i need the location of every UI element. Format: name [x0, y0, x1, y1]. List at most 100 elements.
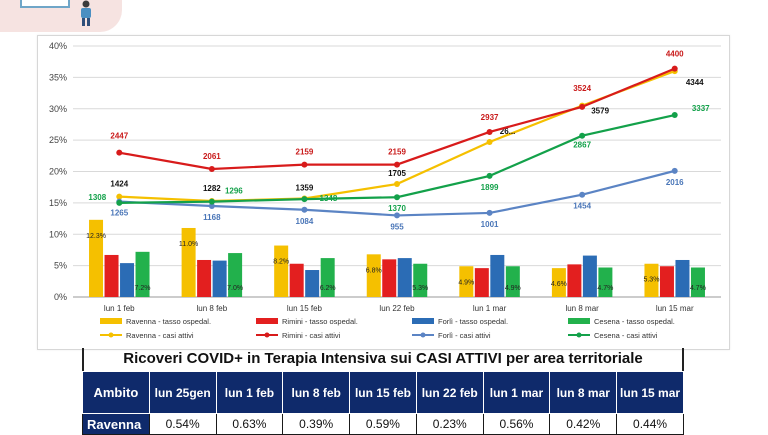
series-data-label: 2159	[388, 148, 406, 157]
bar	[320, 258, 335, 297]
series-data-label: 2937	[481, 113, 499, 122]
table-cell: 0.63%	[215, 413, 284, 435]
series-data-label: 3337	[692, 104, 710, 113]
series-point	[394, 194, 400, 201]
series-data-label: 1370	[388, 204, 406, 213]
series-data-label: 1282	[203, 184, 221, 193]
legend-swatch	[412, 318, 434, 324]
legend-swatch	[256, 318, 278, 324]
header-col: lun 15 mar	[616, 371, 684, 414]
y-tick-label: 15%	[49, 198, 67, 208]
x-tick-label: lun 22 feb	[379, 304, 415, 313]
legend-marker	[420, 332, 426, 338]
series-data-label: 1296	[225, 187, 243, 196]
series-data-label: 2159	[296, 148, 314, 157]
series-point	[116, 193, 123, 200]
bar	[598, 267, 613, 297]
bar	[305, 270, 320, 297]
series-point	[486, 209, 493, 216]
bar-data-label: 8.2%	[273, 259, 289, 266]
bar	[104, 254, 119, 297]
series-point	[579, 132, 586, 139]
bar	[490, 254, 505, 297]
series-point	[671, 167, 678, 174]
series-point	[486, 128, 493, 135]
bar-data-label: 6.2%	[320, 285, 336, 292]
series-data-label: 4400	[666, 50, 684, 59]
table-frame	[82, 348, 684, 378]
series-point	[116, 149, 123, 156]
legend-label: Cesena - tasso ospedal.	[594, 317, 675, 326]
bar	[474, 268, 489, 297]
bar	[135, 251, 150, 297]
header-col: lun 1 feb	[215, 371, 284, 414]
series-data-label: 1348	[320, 194, 338, 203]
series-data-label: 1001	[481, 220, 499, 229]
x-tick-label: lun 1 mar	[473, 304, 507, 313]
series-data-label: 26...	[500, 127, 516, 136]
bar	[197, 259, 212, 297]
hospitalization-chart: 0% 5% 10% 15% 20% 25% 30% 35% 40% 12.3% 11.0% 8.2% 6…	[49, 41, 721, 340]
y-tick-label: 30%	[49, 104, 67, 114]
series-point	[671, 112, 678, 119]
series-point	[579, 191, 586, 198]
x-tick-label: lun 8 mar	[565, 304, 599, 313]
bar	[382, 259, 397, 297]
bar	[675, 259, 690, 297]
bar-data-label: 4.7%	[597, 285, 613, 292]
table-title: Ricoveri COVID+ in Terapia Intensiva sui…	[123, 350, 643, 367]
series-data-label: 4344	[686, 78, 704, 87]
bar	[413, 263, 428, 297]
bar	[397, 258, 412, 297]
bar	[551, 268, 566, 297]
table-cell: 0.59%	[349, 413, 417, 435]
legend-label: Ravenna - casi attivi	[126, 331, 194, 340]
series-point	[486, 172, 493, 179]
table-cell: 0.42%	[549, 413, 618, 435]
person-illustration-icon	[81, 0, 91, 26]
table-cell: 0.39%	[282, 413, 351, 435]
bar	[659, 266, 674, 297]
y-tick-label: 10%	[49, 229, 67, 239]
bar-data-label: 4.6%	[551, 281, 567, 288]
series-data-label: 2867	[573, 141, 591, 150]
legend-marker	[108, 332, 114, 338]
legend-marker	[264, 332, 270, 338]
bar	[89, 219, 104, 297]
x-tick-label: lun 15 mar	[656, 304, 694, 313]
series-point	[579, 103, 586, 110]
icu-table: Ambito lun 25gen lun 1 feb lun 8 feb lun…	[82, 371, 684, 435]
frame-decoration	[20, 0, 70, 8]
series-point	[671, 65, 678, 72]
series-data-label: 1359	[296, 183, 314, 192]
bar-data-label: 4.9%	[458, 279, 474, 286]
y-tick-label: 20%	[49, 167, 67, 177]
bar-data-label: 7.0%	[227, 285, 243, 292]
y-tick-label: 25%	[49, 135, 67, 145]
legend-label: Forlì - tasso ospedal.	[438, 317, 508, 326]
series-point	[208, 165, 215, 172]
series-data-label: 1084	[296, 217, 314, 226]
series-data-label: 3579	[591, 107, 609, 116]
series-data-label: 2447	[110, 132, 128, 141]
bar	[505, 266, 520, 297]
bar-data-label: 4.9%	[505, 285, 521, 292]
bar-data-label: 5.3%	[412, 285, 428, 292]
legend-label: Forlì - casi attivi	[438, 331, 491, 340]
series-point	[208, 198, 215, 205]
table-row: Ravenna 0.54% 0.63% 0.39% 0.59% 0.23% 0.…	[82, 413, 684, 435]
header-col: lun 8 mar	[549, 371, 618, 414]
series-data-label: 955	[390, 222, 404, 231]
table-cell: 0.23%	[415, 413, 484, 435]
y-tick-label: 5%	[54, 261, 67, 271]
y-tick-label: 40%	[49, 41, 67, 51]
series-point	[301, 161, 308, 168]
table-header-row: Ambito lun 25gen lun 1 feb lun 8 feb lun…	[82, 371, 684, 414]
header-col: lun 1 mar	[482, 371, 551, 414]
series-data-label: 1308	[88, 193, 106, 202]
bar	[567, 264, 582, 297]
bar	[289, 263, 304, 297]
series-data-label: 1168	[203, 213, 221, 222]
bar	[366, 254, 381, 297]
series-point	[394, 181, 400, 188]
